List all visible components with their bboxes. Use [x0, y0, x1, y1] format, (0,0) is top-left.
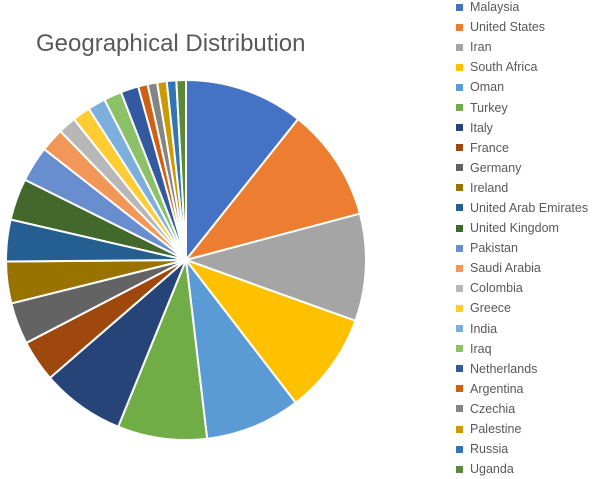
- legend-item: South Africa: [456, 57, 588, 77]
- legend-item: Saudi Arabia: [456, 258, 588, 278]
- legend-label: Iran: [470, 40, 492, 55]
- legend-label: Netherlands: [470, 361, 538, 376]
- legend-item: Iran: [456, 37, 588, 57]
- legend-swatch: [456, 23, 463, 31]
- legend-label: Malaysia: [470, 0, 520, 15]
- legend-item: Italy: [456, 118, 588, 138]
- legend-swatch: [456, 164, 463, 172]
- legend-label: Oman: [470, 80, 505, 95]
- legend-label: Italy: [470, 120, 493, 135]
- legend-label: Iraq: [470, 341, 492, 356]
- legend-swatch: [456, 465, 463, 473]
- legend-swatch: [456, 204, 463, 212]
- legend-swatch: [456, 244, 463, 252]
- legend-item: Russia: [456, 439, 588, 459]
- legend-label: France: [470, 140, 509, 155]
- pie-slice-uganda: [175, 79, 187, 261]
- legend-label: Russia: [470, 442, 509, 457]
- legend-label: India: [470, 321, 498, 336]
- legend-label: Czechia: [470, 401, 516, 416]
- legend-label: Saudi Arabia: [470, 261, 541, 276]
- legend-item: Colombia: [456, 278, 588, 298]
- legend-swatch: [456, 43, 463, 51]
- legend-item: Uganda: [456, 459, 588, 479]
- legend-swatch: [456, 144, 463, 152]
- legend-swatch: [456, 385, 463, 393]
- legend-item: Turkey: [456, 97, 588, 117]
- legend-label: Germany: [470, 160, 522, 175]
- legend-swatch: [456, 405, 463, 413]
- chart-title: Geographical Distribution: [36, 30, 306, 57]
- legend-swatch: [456, 3, 463, 11]
- legend-label: Argentina: [470, 381, 524, 396]
- pie-slice-oman: [185, 259, 297, 440]
- legend-label: Pakistan: [470, 241, 518, 256]
- legend-item: Iraq: [456, 339, 588, 359]
- pie-slice-south-africa: [185, 259, 357, 404]
- legend-swatch: [456, 425, 463, 433]
- legend-label: Greece: [470, 301, 511, 316]
- legend-swatch: [456, 184, 463, 192]
- legend-swatch: [456, 304, 463, 312]
- legend-item: Argentina: [456, 379, 588, 399]
- legend-label: Uganda: [470, 462, 514, 477]
- legend-swatch: [456, 264, 463, 272]
- pie-slice-iran: [185, 212, 367, 322]
- pie-slice-turkey: [117, 259, 209, 441]
- legend-item: Czechia: [456, 399, 588, 419]
- legend-swatch: [456, 325, 463, 333]
- legend-item: France: [456, 138, 588, 158]
- legend-item: Malaysia: [456, 0, 588, 17]
- legend-item: Oman: [456, 77, 588, 97]
- legend-label: Ireland: [470, 180, 509, 195]
- legend-swatch: [456, 83, 463, 91]
- legend-item: Netherlands: [456, 359, 588, 379]
- legend-item: United States: [456, 17, 588, 37]
- legend-item: Pakistan: [456, 238, 588, 258]
- legend-item: Ireland: [456, 178, 588, 198]
- legend-label: South Africa: [470, 60, 538, 75]
- legend-swatch: [456, 445, 463, 453]
- legend-label: Turkey: [470, 100, 508, 115]
- pie-slice-malaysia: [185, 79, 300, 261]
- legend-label: Palestine: [470, 422, 522, 437]
- legend-swatch: [456, 63, 463, 71]
- legend-label: United States: [470, 20, 546, 35]
- legend-swatch: [456, 365, 463, 373]
- legend-label: United Kingdom: [470, 221, 559, 236]
- legend-item: United Kingdom: [456, 218, 588, 238]
- legend-swatch: [456, 104, 463, 112]
- legend-item: India: [456, 319, 588, 339]
- legend-label: United Arab Emirates: [470, 200, 589, 215]
- legend-item: Germany: [456, 158, 588, 178]
- legend-swatch: [456, 284, 463, 292]
- legend-swatch: [456, 124, 463, 132]
- legend-label: Colombia: [470, 281, 523, 296]
- legend: Malaysia United States Iran South Africa Oma…: [456, 0, 588, 479]
- legend-item: Greece: [456, 298, 588, 318]
- legend-item: United Arab Emirates: [456, 198, 588, 218]
- legend-swatch: [456, 345, 463, 353]
- legend-item: Palestine: [456, 419, 588, 439]
- legend-swatch: [456, 224, 463, 232]
